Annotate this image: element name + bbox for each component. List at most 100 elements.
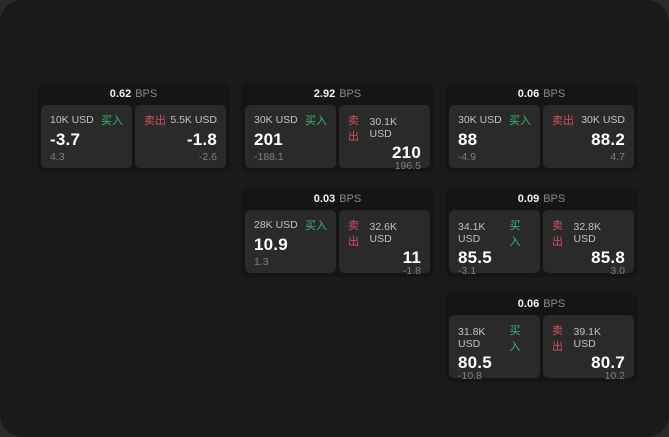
sell-price: 210 — [392, 143, 421, 162]
bps-unit: BPS — [543, 88, 566, 100]
sell-panel[interactable]: 卖出 5.5K USD -1.8 -2.6 — [135, 105, 226, 168]
bps-header: 0.09 BPS — [445, 188, 638, 210]
sell-notional: 39.1K USD — [573, 326, 601, 350]
sell-panel[interactable]: 卖出 32.8K USD 85.8 3.0 — [543, 210, 634, 276]
buy-delta: 4.3 — [50, 150, 65, 163]
sell-delta: 4.7 — [610, 150, 625, 163]
buy-notional: 30K USD — [254, 114, 298, 126]
buy-notional: 30K USD — [458, 114, 502, 126]
sell-notional: 32.6K USD — [369, 221, 397, 245]
buy-price: 88 — [458, 130, 478, 150]
sell-panel[interactable]: 卖出 32.6K USD 11 -1.8 — [339, 210, 430, 276]
bps-header: 0.62 BPS — [37, 83, 230, 105]
card-body: 30K USD 买入 88 -4.9 卖出 30K USD 88.2 4.7 — [445, 105, 638, 172]
bps-unit: BPS — [543, 193, 566, 205]
bps-header: 0.06 BPS — [445, 293, 638, 315]
sell-panel[interactable]: 卖出 30.1K USD 210 196.5 — [339, 105, 430, 171]
buy-panel[interactable]: 28K USD 买入 10.9 1.3 — [245, 210, 336, 273]
sell-side-label: 卖出 — [348, 115, 359, 143]
sell-price: 85.8 — [591, 248, 625, 267]
quote-card: 0.03 BPS 28K USD 买入 10.9 1.3 卖出 32.6K US… — [241, 188, 434, 277]
buy-panel[interactable]: 34.1K USD 买入 85.5 -3.1 — [449, 210, 540, 276]
bps-value: 0.06 — [517, 298, 540, 310]
quote-card: 0.09 BPS 34.1K USD 买入 85.5 -3.1 卖出 32.8K… — [445, 188, 638, 277]
bps-unit: BPS — [339, 193, 362, 205]
bps-unit: BPS — [135, 88, 158, 100]
buy-panel-top: 30K USD 买入 — [458, 112, 531, 128]
sell-side-label: 卖出 — [144, 115, 166, 127]
sell-panel[interactable]: 卖出 39.1K USD 80.7 10.2 — [543, 315, 634, 381]
bps-value: 0.09 — [517, 193, 540, 205]
sell-side-label: 卖出 — [348, 220, 359, 248]
bps-value: 2.92 — [313, 88, 336, 100]
buy-notional: 28K USD — [254, 219, 298, 231]
bps-header: 0.06 BPS — [445, 83, 638, 105]
buy-delta: -3.1 — [458, 265, 477, 277]
buy-delta: -10.8 — [458, 370, 482, 382]
buy-notional: 34.1K USD — [458, 221, 486, 245]
buy-side-label: 买入 — [509, 325, 521, 353]
card-body: 34.1K USD 买入 85.5 -3.1 卖出 32.8K USD 85.8… — [445, 210, 638, 277]
buy-panel[interactable]: 31.8K USD 买入 80.5 -10.8 — [449, 315, 540, 381]
sell-delta: -2.6 — [198, 150, 217, 163]
bps-unit: BPS — [339, 88, 362, 100]
sell-panel-top: 卖出 32.6K USD — [348, 217, 421, 249]
buy-delta: -188.1 — [254, 150, 284, 163]
sell-side-label: 卖出 — [552, 325, 563, 353]
sell-panel-top: 卖出 30K USD — [552, 112, 625, 128]
sell-panel-top: 卖出 30.1K USD — [348, 112, 421, 144]
buy-panel-top: 34.1K USD 买入 — [458, 217, 531, 249]
buy-delta: 1.3 — [254, 255, 269, 268]
buy-price: 80.5 — [458, 353, 492, 372]
sell-notional: 30K USD — [581, 114, 625, 126]
buy-price: -3.7 — [50, 130, 81, 150]
buy-side-label: 买入 — [305, 220, 327, 232]
buy-price: 201 — [254, 130, 283, 150]
bps-value: 0.03 — [313, 193, 336, 205]
buy-side-label: 买入 — [305, 115, 327, 127]
buy-panel-top: 28K USD 买入 — [254, 217, 327, 233]
sell-price: 11 — [402, 248, 421, 267]
buy-delta: -4.9 — [458, 150, 477, 163]
sell-delta: 10.2 — [604, 370, 625, 382]
buy-panel[interactable]: 30K USD 买入 88 -4.9 — [449, 105, 540, 168]
buy-side-label: 买入 — [509, 220, 521, 248]
card-body: 10K USD 买入 -3.7 4.3 卖出 5.5K USD -1.8 -2.… — [37, 105, 230, 172]
sell-panel-top: 卖出 32.8K USD — [552, 217, 625, 249]
bps-value: 0.62 — [109, 88, 132, 100]
sell-side-label: 卖出 — [552, 220, 563, 248]
bps-header: 0.03 BPS — [241, 188, 434, 210]
sell-delta: 3.0 — [610, 265, 625, 277]
buy-panel-top: 10K USD 买入 — [50, 112, 123, 128]
bps-unit: BPS — [543, 298, 566, 310]
buy-notional: 10K USD — [50, 114, 94, 126]
quote-card: 2.92 BPS 30K USD 买入 201 -188.1 卖出 30.1K … — [241, 83, 434, 172]
sell-side-label: 卖出 — [552, 115, 574, 127]
sell-notional: 5.5K USD — [170, 114, 217, 126]
sell-price: -1.8 — [186, 130, 217, 150]
quote-card: 0.62 BPS 10K USD 买入 -3.7 4.3 卖出 5.5K USD… — [37, 83, 230, 172]
card-body: 31.8K USD 买入 80.5 -10.8 卖出 39.1K USD 80.… — [445, 315, 638, 382]
card-body: 28K USD 买入 10.9 1.3 卖出 32.6K USD 11 -1.8 — [241, 210, 434, 277]
buy-panel[interactable]: 10K USD 买入 -3.7 4.3 — [41, 105, 132, 168]
card-body: 30K USD 买入 201 -188.1 卖出 30.1K USD 210 1… — [241, 105, 434, 172]
buy-panel-top: 30K USD 买入 — [254, 112, 327, 128]
buy-panel-top: 31.8K USD 买入 — [458, 322, 531, 354]
quote-card: 0.06 BPS 31.8K USD 买入 80.5 -10.8 卖出 39.1… — [445, 293, 638, 382]
buy-side-label: 买入 — [509, 115, 531, 127]
buy-price: 85.5 — [458, 248, 492, 267]
bps-value: 0.06 — [517, 88, 540, 100]
sell-price: 88.2 — [591, 130, 625, 150]
buy-notional: 31.8K USD — [458, 326, 486, 350]
quote-card: 0.06 BPS 30K USD 买入 88 -4.9 卖出 30K USD 8… — [445, 83, 638, 172]
buy-side-label: 买入 — [101, 115, 123, 127]
buy-panel[interactable]: 30K USD 买入 201 -188.1 — [245, 105, 336, 168]
buy-price: 10.9 — [254, 235, 288, 255]
bps-header: 2.92 BPS — [241, 83, 434, 105]
sell-price: 80.7 — [591, 353, 625, 372]
sell-panel[interactable]: 卖出 30K USD 88.2 4.7 — [543, 105, 634, 168]
sell-notional: 30.1K USD — [369, 116, 397, 140]
sell-notional: 32.8K USD — [573, 221, 601, 245]
sell-panel-top: 卖出 5.5K USD — [144, 112, 217, 128]
